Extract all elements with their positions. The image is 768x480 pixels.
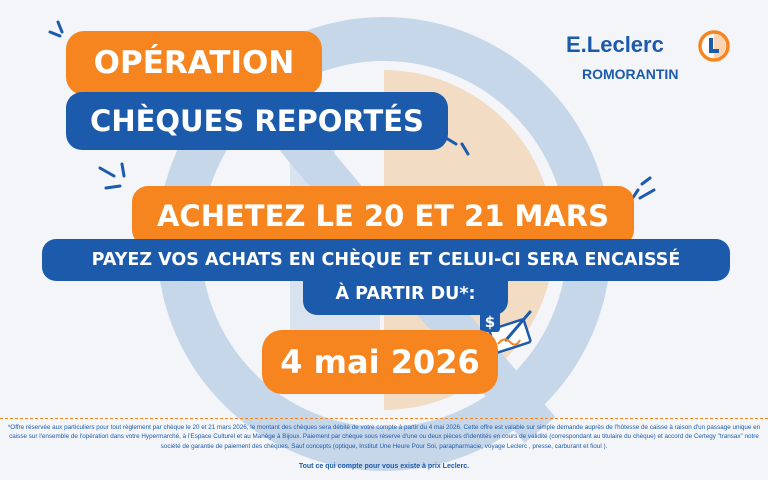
sparkle-icon (98, 162, 126, 190)
sparkle-icon (444, 136, 470, 156)
store-city: ROMORANTIN (582, 66, 679, 82)
payment-info-line2: À PARTIR DU*: (303, 275, 508, 315)
svg-text:$: $ (485, 313, 495, 331)
offer-dates: ACHETEZ LE 20 ET 21 MARS (132, 186, 634, 246)
headline-cheques-reportes: CHÈQUES REPORTÉS (66, 92, 448, 150)
cheque-cash-date: 4 mai 2026 (262, 330, 498, 394)
sparkle-icon (48, 20, 64, 38)
disclaimer-divider (0, 418, 768, 419)
payment-info-box: PAYEZ VOS ACHATS EN CHÈQUE ET CELUI-CI S… (42, 239, 730, 317)
cheque-signing-icon: $ (480, 310, 532, 354)
brand-block: E.Leclerc ROMORANTIN (566, 30, 736, 86)
legal-disclaimer: *Offre réservée aux particuliers pour to… (7, 424, 761, 450)
payment-info-line1: PAYEZ VOS ACHATS EN CHÈQUE ET CELUI-CI S… (42, 239, 730, 281)
brand-tagline: Tout ce qui compte pour vous existe à pr… (298, 463, 470, 470)
headline-operation: OPÉRATION (66, 31, 322, 95)
leclerc-logo-icon (698, 30, 730, 62)
brand-name: E.Leclerc (566, 32, 664, 57)
